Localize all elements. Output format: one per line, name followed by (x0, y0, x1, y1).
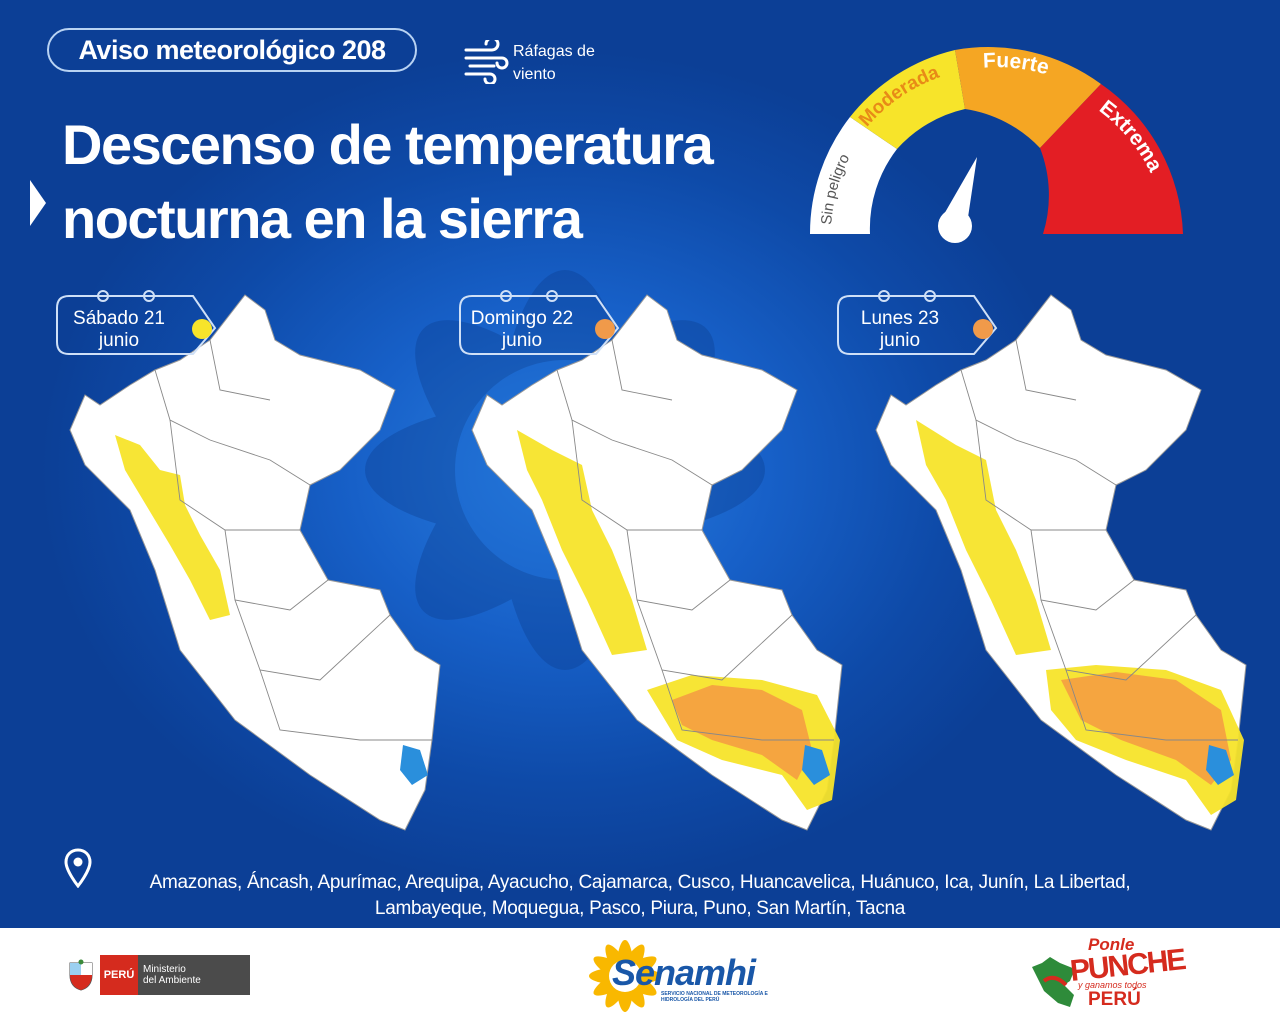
level-dot (973, 319, 993, 339)
alert-zone-fuerte (672, 685, 812, 780)
calendar-tag-icon (837, 290, 998, 355)
ministerio-ambiente-logo: PERÚ Ministerio del Ambiente (66, 955, 250, 995)
date-month: junio (501, 330, 543, 351)
wind-label-line1: Ráfagas de (513, 43, 595, 60)
alert-zone-moderada (916, 420, 1051, 655)
gauge-segment-fuerte (955, 47, 1101, 148)
regions-line-1: Amazonas, Áncash, Apurímac, Arequipa, Ay… (149, 872, 1131, 893)
calendar-tag-icon (56, 290, 217, 355)
date-day: Lunes 23 (860, 308, 940, 329)
date-tag-lunes: Lunes 23 junio (836, 290, 1006, 358)
date-tag-domingo: Domingo 22 junio (458, 290, 628, 358)
warning-poster: Aviso meteorológico 208 Ráfagas de vient… (0, 0, 1280, 928)
wind-gust-label: Ráfagas de viento (513, 40, 623, 86)
alert-zone-moderada (517, 430, 647, 655)
calendar-tag-icon (459, 290, 620, 355)
ganamos-text: y ganamos todos (1078, 980, 1147, 990)
ministry-line-2: del Ambiente (143, 975, 201, 986)
wind-label-line2: viento (513, 66, 556, 83)
gauge-segment-extrema (1040, 84, 1183, 234)
gauge-segment-sin-peligro (809, 117, 897, 234)
location-pin-icon (64, 848, 92, 888)
date-day: Domingo 22 (470, 308, 574, 329)
date-tag-sabado: Sábado 21 junio (55, 290, 225, 358)
lake-titicaca (1206, 745, 1234, 785)
peru-label: PERÚ (100, 955, 138, 995)
date-label: Sábado 21 junio (59, 308, 179, 352)
ministry-badge: PERÚ Ministerio del Ambiente (100, 955, 250, 995)
page-title: Descenso de temperatura nocturna en la s… (62, 108, 822, 256)
senamhi-sun-icon (589, 940, 661, 1012)
date-day: Sábado 21 (73, 308, 165, 329)
senamhi-wordmark: Senamhi (612, 952, 756, 993)
alert-zone-fuerte (1061, 672, 1231, 785)
map-lunes (875, 294, 1247, 831)
senamhi-logo: Senamhi SERVICIO NACIONAL DE METEOROLOGÍ… (585, 936, 775, 1016)
alert-zone-moderada (115, 435, 230, 620)
wind-gust-icon (464, 40, 509, 84)
map-sabado (69, 294, 441, 831)
gauge-needle (943, 157, 977, 224)
date-label: Lunes 23 junio (840, 308, 960, 352)
lake-titicaca (400, 745, 428, 785)
map-domingo (471, 294, 843, 831)
title-line-1: Descenso de temperatura (62, 113, 714, 176)
peru-coat-of-arms-icon (69, 959, 93, 991)
peru-outline (69, 294, 441, 831)
lake-titicaca (802, 745, 830, 785)
title-line-2: nocturna en la sierra (62, 187, 583, 250)
regions-line-2: Lambayeque, Moquegua, Pasco, Piura, Puno… (374, 898, 906, 919)
level-dot (595, 319, 615, 339)
gauge-segment-moderada (850, 50, 965, 149)
gauge-needle-hub (938, 209, 972, 243)
warning-number-badge: Aviso meteorológico 208 (47, 28, 417, 72)
ponle-punche-logo: Ponle PUNCHE y ganamos todos PERÚ (1030, 935, 1186, 1015)
ministry-label: Ministerio del Ambiente (138, 955, 250, 995)
ministry-line-1: Ministerio (143, 964, 186, 975)
peru-text: PERÚ (1088, 989, 1141, 1010)
date-label: Domingo 22 junio (462, 308, 582, 352)
title-arrow-icon (30, 180, 46, 226)
level-dot (192, 319, 212, 339)
hazard-gauge: Sin peligro Moderada Fuerte Extrema (809, 47, 1183, 243)
date-month: junio (98, 330, 140, 351)
date-month: junio (879, 330, 921, 351)
senamhi-subtitle: SERVICIO NACIONAL DE METEOROLOGÍA E HIDR… (661, 991, 768, 1003)
peru-map-icon (1032, 957, 1075, 1007)
affected-regions: Amazonas, Áncash, Apurímac, Arequipa, Ay… (100, 870, 1180, 922)
ponle-text: Ponle (1088, 935, 1135, 954)
